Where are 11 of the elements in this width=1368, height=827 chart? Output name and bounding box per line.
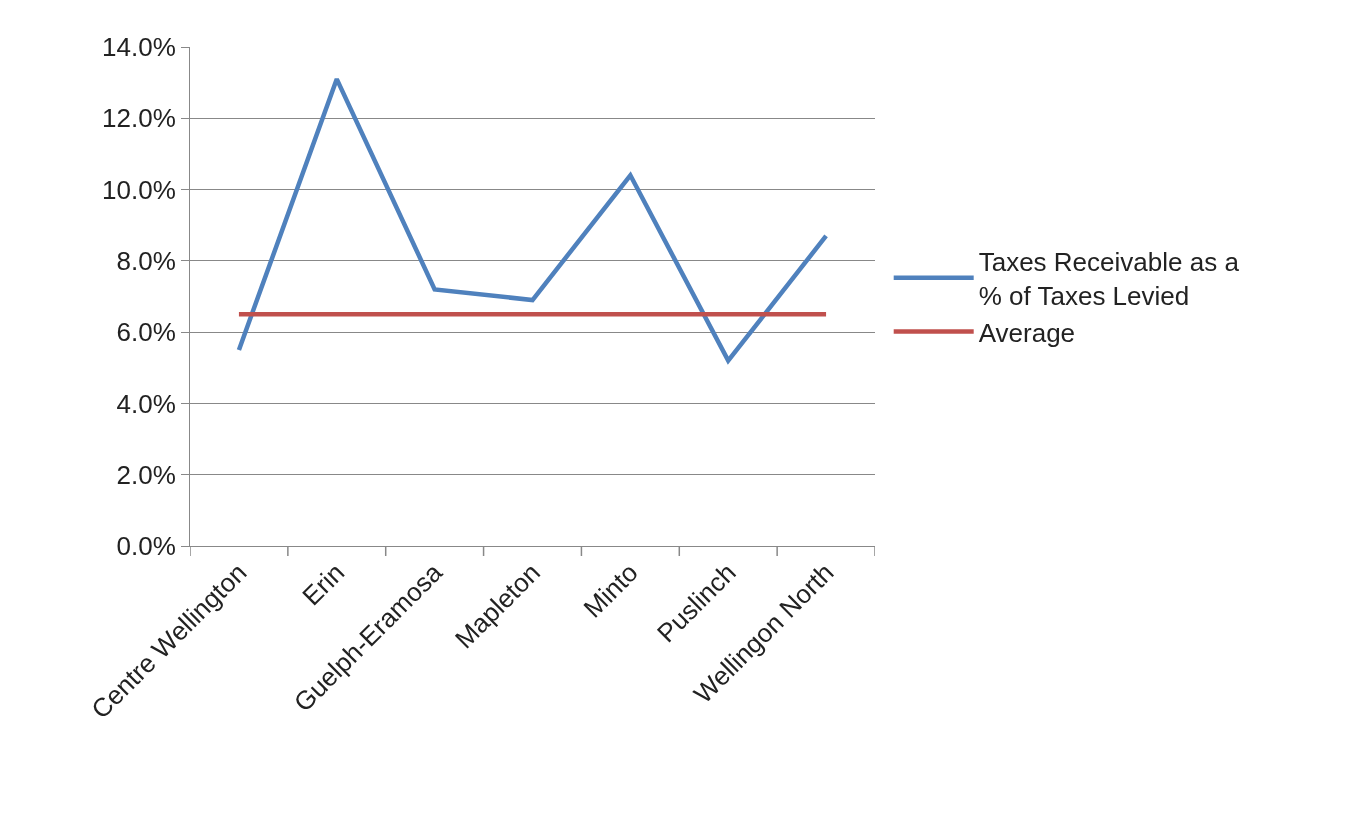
y-tick-label: 12.0%: [102, 103, 176, 134]
line-series: [236, 76, 829, 363]
y-tick-label: 4.0%: [116, 388, 176, 419]
y-tick-label: 10.0%: [102, 174, 176, 205]
legend-label: Average: [978, 317, 1076, 348]
y-tick-label: 0.0%: [116, 531, 176, 562]
y-tick-label: 8.0%: [116, 245, 176, 276]
y-tick-label: 14.0%: [102, 32, 176, 63]
legend-label: Taxes Receivable as a % of Taxes Levied: [978, 247, 1240, 311]
y-tick-label: 2.0%: [116, 459, 176, 490]
y-tick-label: 6.0%: [116, 317, 176, 348]
